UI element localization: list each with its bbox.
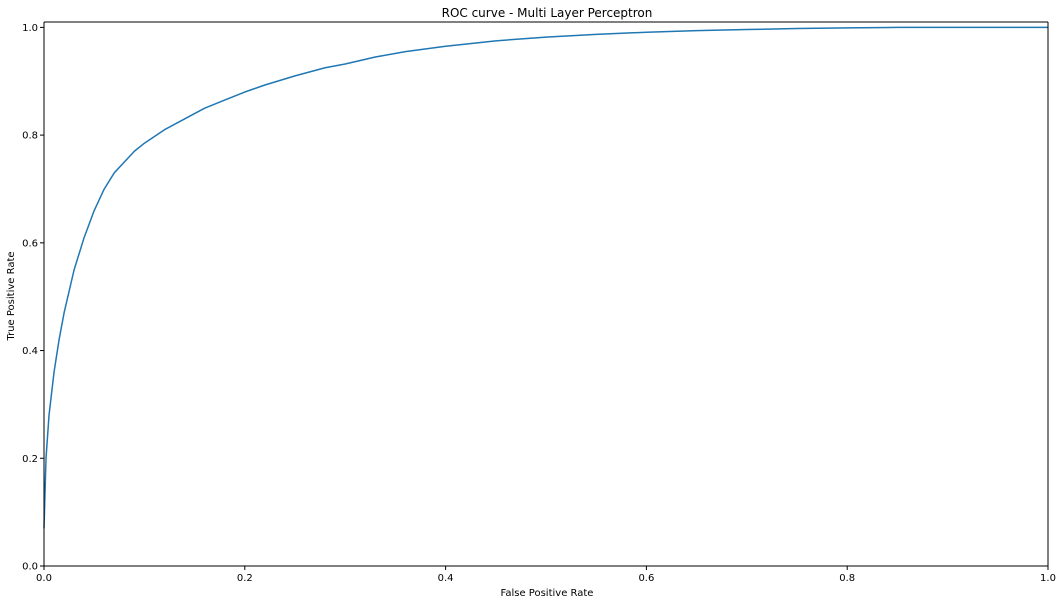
x-axis-title: False Positive Rate [501,588,594,599]
roc-curve-line-0 [43,26,1048,529]
axes: 0.0 0.2 0.4 0.6 0.8 1.0 0.0 0.2 0.4 0.6 0.8 1.0 [22,21,1056,584]
y-axis-title: True Positive Rate [6,251,17,341]
x-tick-label: 0.4 [438,573,454,584]
y-tick-label: 0.8 [22,131,38,142]
y-tick-label: 0.4 [22,346,38,357]
x-tick-label: 1.0 [1040,573,1056,584]
x-tick-label: 0.6 [638,573,654,584]
chart-title: ROC curve - Multi Layer Perceptron [442,6,653,20]
y-tick-label: 1.0 [22,23,38,34]
x-tick-label: 0.0 [36,573,52,584]
x-tick-label: 0.8 [839,573,855,584]
y-tick-label: 0.0 [22,562,38,573]
x-tick-label: 0.2 [237,573,253,584]
y-tick-label: 0.2 [22,454,38,465]
plot-area [43,26,1048,529]
y-tick-label: 0.6 [22,238,38,249]
